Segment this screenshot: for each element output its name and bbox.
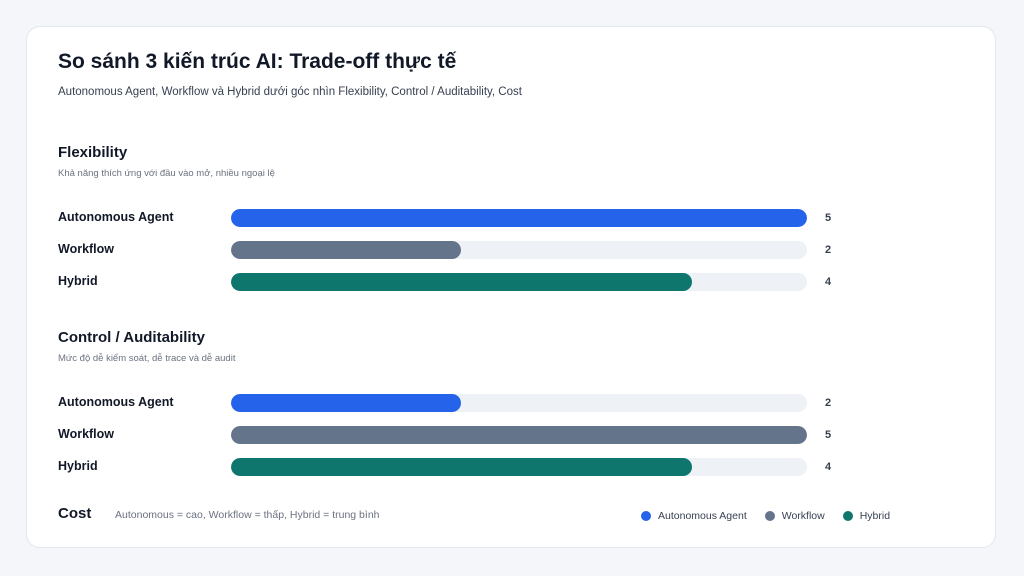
control-label-workflow: Workflow [58,427,115,441]
control-value-autonomous: 2 [825,397,832,409]
control-track-hybrid [231,458,807,476]
flex-label-workflow: Workflow [58,242,115,256]
flex-value-hybrid: 4 [825,276,832,288]
control-bar-autonomous [231,394,462,412]
chart-subtitle: Autonomous Agent, Workflow và Hybrid dướ… [58,86,522,98]
legend-label-autonomous: Autonomous Agent [658,510,747,522]
legend-label-hybrid: Hybrid [859,510,891,522]
legend-item-hybrid: Hybrid [842,510,891,522]
chart-title: So sánh 3 kiến trúc AI: Trade-off thực t… [58,50,457,73]
legend-item-autonomous: Autonomous Agent [641,510,747,522]
legend: Autonomous Agent Workflow Hybrid [641,510,890,522]
section-desc-flexibility: Khả năng thích ứng với đầu vào mở, nhiều… [58,168,275,179]
control-value-hybrid: 4 [825,461,832,473]
legend-label-workflow: Workflow [781,510,825,522]
flex-bar-autonomous [231,209,807,227]
legend-item-workflow: Workflow [764,510,825,522]
flex-track-hybrid [231,273,807,291]
section-desc-control: Mức độ dễ kiểm soát, dễ trace và dễ audi… [58,353,236,364]
flex-value-workflow: 2 [825,244,832,256]
control-value-workflow: 5 [825,429,832,441]
legend-dot-hybrid [842,511,853,521]
flex-track-autonomous [231,209,807,227]
control-bar-workflow [231,426,807,444]
flex-label-hybrid: Hybrid [58,274,98,288]
control-bar-hybrid [231,458,692,476]
chart-card: So sánh 3 kiến trúc AI: Trade-off thực t… [26,26,996,548]
legend-dot-workflow [764,511,775,521]
legend-dot-autonomous [641,511,651,521]
control-track-autonomous [231,394,807,412]
control-track-workflow [231,426,807,444]
flex-value-autonomous: 5 [825,212,832,224]
control-label-autonomous: Autonomous Agent [58,395,174,409]
flex-label-autonomous: Autonomous Agent [58,210,174,224]
section-title-flexibility: Flexibility [58,144,128,161]
section-title-control: Control / Auditability [58,329,205,346]
cost-title: Cost [58,505,92,522]
control-label-hybrid: Hybrid [58,459,98,473]
flex-bar-workflow [231,241,462,259]
flex-bar-hybrid [231,273,692,291]
flex-track-workflow [231,241,807,259]
cost-note: Autonomous = cao, Workflow = thấp, Hybri… [115,509,380,521]
